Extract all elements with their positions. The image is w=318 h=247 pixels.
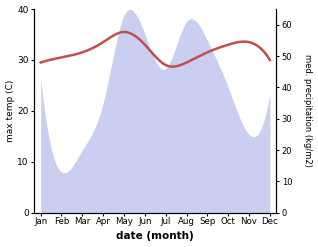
Y-axis label: med. precipitation (kg/m2): med. precipitation (kg/m2)	[303, 54, 313, 167]
X-axis label: date (month): date (month)	[116, 231, 194, 242]
Y-axis label: max temp (C): max temp (C)	[5, 80, 15, 142]
